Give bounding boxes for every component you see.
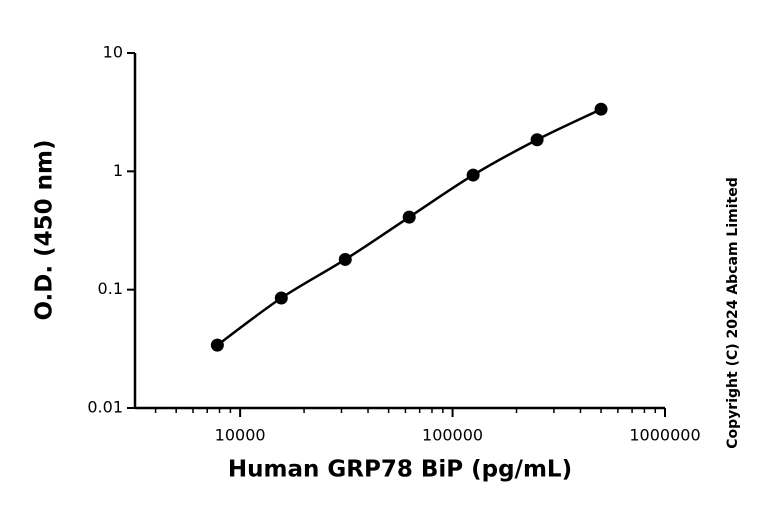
y-tick-label: 1 (113, 161, 123, 180)
x-tick-label: 100000 (422, 426, 483, 445)
data-point (402, 210, 416, 224)
y-axis-title: O.D. (450 nm) (32, 139, 58, 320)
y-tick-label: 0.1 (98, 279, 123, 298)
y-tick-label: 0.01 (87, 398, 123, 417)
data-point (274, 291, 288, 305)
x-tick-label: 10000 (215, 426, 266, 445)
y-tick-label: 10 (103, 43, 123, 62)
data-point (466, 168, 480, 182)
x-tick-label: 1000000 (629, 426, 700, 445)
copyright: Copyright (C) 2024 Abcam Limited (725, 177, 741, 448)
fit-curve (216, 108, 602, 347)
data-point (338, 252, 352, 266)
data-point (210, 338, 224, 352)
x-axis-title: Human GRP78 BiP (pg/mL) (228, 457, 572, 483)
data-point (530, 133, 544, 147)
data-point (594, 102, 608, 116)
